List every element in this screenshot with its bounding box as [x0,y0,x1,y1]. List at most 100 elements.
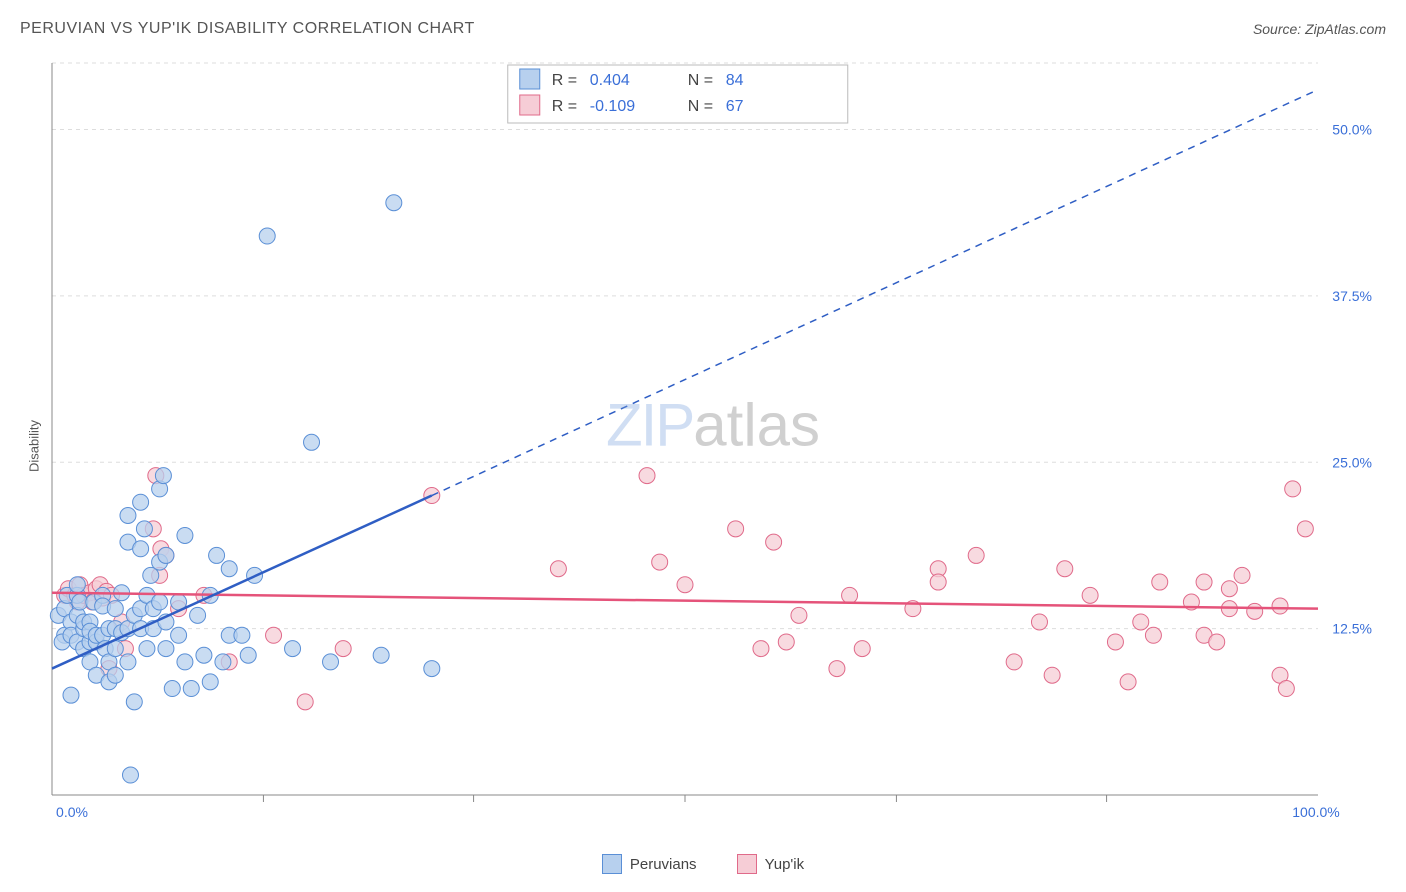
y-tick-label: 50.0% [1332,122,1372,138]
scatter-point [778,634,794,650]
scatter-point [133,494,149,510]
scatter-point [1107,634,1123,650]
legend-n-value: 67 [726,98,744,115]
legend-n-value: 84 [726,72,744,89]
scatter-point [107,667,123,683]
source-name: ZipAtlas.com [1305,21,1386,37]
scatter-point [122,767,138,783]
legend-n-label: N = [688,98,713,115]
source-prefix: Source: [1253,21,1305,37]
scatter-point [158,641,174,657]
scatter-point [183,681,199,697]
scatter-point [120,654,136,670]
scatter-point [171,627,187,643]
scatter-point [1044,667,1060,683]
legend-item: Yup'ik [737,854,805,874]
scatter-point [1120,674,1136,690]
trend-line-yupik [52,593,1318,609]
legend-swatch [602,854,622,874]
scatter-point [854,641,870,657]
scatter-point [240,647,256,663]
scatter-point [285,641,301,657]
scatter-point [386,195,402,211]
scatter-point [304,434,320,450]
scatter-point [639,468,655,484]
scatter-point [1196,574,1212,590]
chart-area: 12.5%25.0%37.5%50.0%0.0%100.0%R =0.404N … [48,55,1378,825]
scatter-point [196,647,212,663]
scatter-point [266,627,282,643]
scatter-point [155,468,171,484]
scatter-point [1082,587,1098,603]
scatter-point [842,587,858,603]
scatter-point [107,601,123,617]
y-axis-label: Disability [27,420,42,472]
scatter-point [930,574,946,590]
scatter-point [139,641,155,657]
scatter-point [259,228,275,244]
legend-swatch [737,854,757,874]
scatter-point [1145,627,1161,643]
legend-swatch [520,95,540,115]
scatter-point [677,577,693,593]
scatter-point [177,527,193,543]
scatter-point [753,641,769,657]
scatter-point [652,554,668,570]
legend-swatch [520,69,540,89]
scatter-point [1247,603,1263,619]
header: PERUVIAN VS YUP'IK DISABILITY CORRELATIO… [20,20,1386,38]
y-tick-label: 25.0% [1332,454,1372,470]
chart-title: PERUVIAN VS YUP'IK DISABILITY CORRELATIO… [20,20,475,38]
scatter-point [221,561,237,577]
scatter-point [120,508,136,524]
scatter-plot: 12.5%25.0%37.5%50.0%0.0%100.0%R =0.404N … [48,55,1378,825]
scatter-point [202,674,218,690]
scatter-point [209,547,225,563]
scatter-point [728,521,744,537]
source-attribution: Source: ZipAtlas.com [1253,21,1386,37]
scatter-point [335,641,351,657]
scatter-point [158,547,174,563]
scatter-point [791,607,807,623]
scatter-point [136,521,152,537]
x-min-label: 0.0% [56,804,88,820]
scatter-point [1221,581,1237,597]
scatter-point [234,627,250,643]
scatter-point [177,654,193,670]
scatter-point [424,661,440,677]
scatter-point [63,687,79,703]
legend-item: Peruvians [602,854,697,874]
scatter-point [164,681,180,697]
scatter-point [323,654,339,670]
scatter-point [1209,634,1225,650]
scatter-point [133,541,149,557]
scatter-point [373,647,389,663]
scatter-point [1057,561,1073,577]
legend-label: Peruvians [630,856,697,873]
x-max-label: 100.0% [1292,804,1339,820]
legend-r-label: R = [552,72,577,89]
trend-line-peruvians-extrapolated [432,90,1318,496]
scatter-point [1006,654,1022,670]
legend-n-label: N = [688,72,713,89]
legend-label: Yup'ik [765,856,805,873]
scatter-point [297,694,313,710]
scatter-point [152,594,168,610]
scatter-point [1234,567,1250,583]
scatter-point [126,694,142,710]
scatter-point [550,561,566,577]
y-tick-label: 37.5% [1332,288,1372,304]
scatter-point [69,577,85,593]
scatter-point [1133,614,1149,630]
scatter-point [829,661,845,677]
scatter-point [1285,481,1301,497]
scatter-point [1031,614,1047,630]
scatter-point [190,607,206,623]
scatter-point [766,534,782,550]
legend-r-label: R = [552,98,577,115]
legend-r-value: 0.404 [590,72,630,89]
bottom-legend: Peruvians Yup'ik [0,854,1406,874]
scatter-point [1297,521,1313,537]
legend-r-value: -0.109 [590,98,635,115]
scatter-point [1272,598,1288,614]
